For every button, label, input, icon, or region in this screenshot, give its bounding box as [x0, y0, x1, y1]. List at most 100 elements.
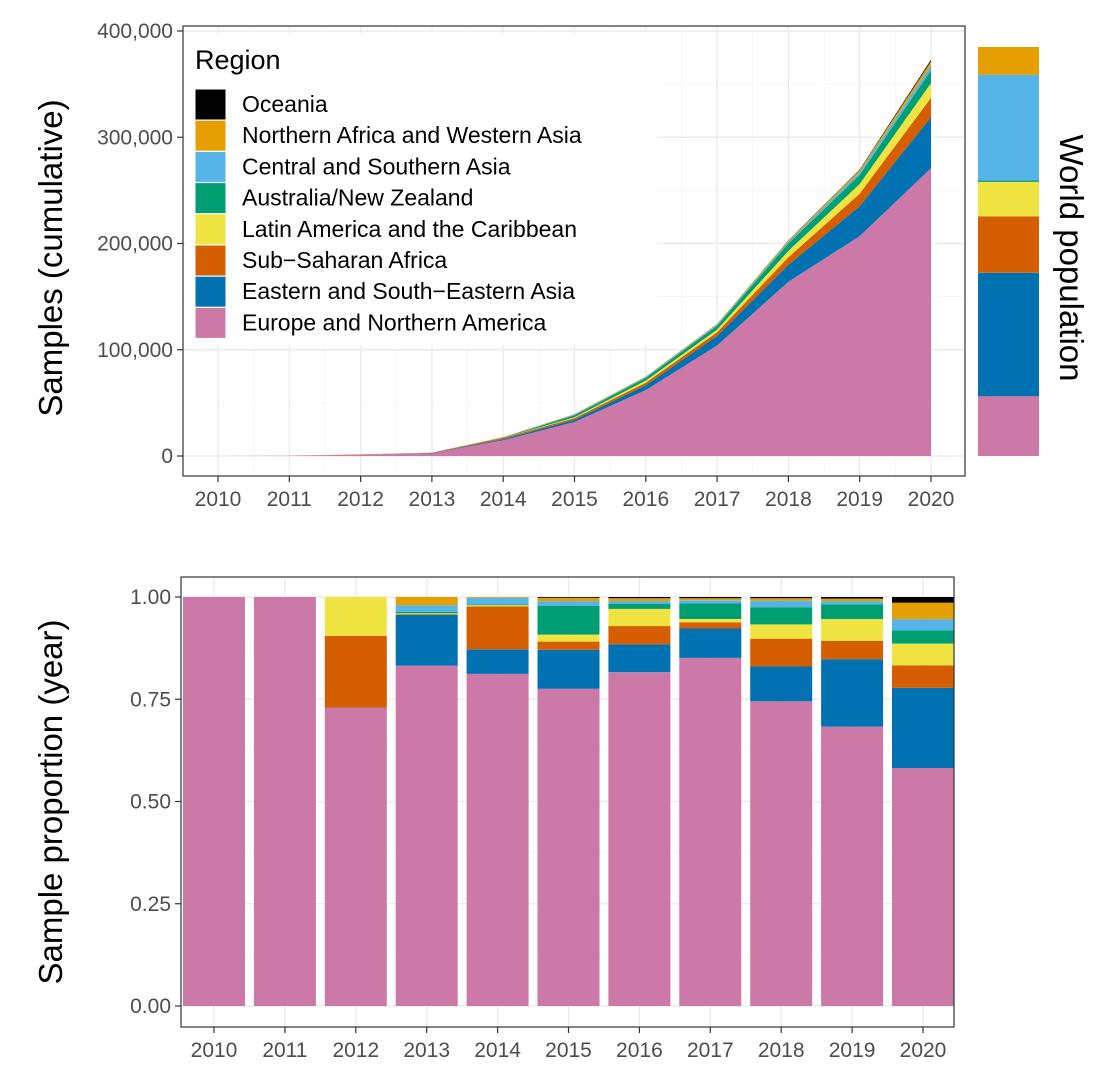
bar-2019-eastern-and-south-eastern-asia — [821, 659, 884, 727]
legend-swatch-europe-and-northern-america — [194, 306, 227, 339]
bar-2013-latin-america-and-the-caribbean — [395, 613, 458, 615]
bar-2019-sub-saharan-africa — [821, 640, 884, 660]
bar-2011-europe-and-northern-america — [253, 597, 316, 1006]
x-tick-label: 2010 — [195, 488, 242, 511]
bar-2020-central-and-southern-asia — [892, 619, 954, 631]
cumulative-y-axis-title: Samples (cumulative) — [32, 99, 69, 416]
cumulative-y-axis-ticks: 0 100,000 200,000 300,000 400,000 — [97, 20, 183, 468]
world-population-label: World population — [1053, 134, 1090, 381]
bar-2013-sub-saharan-africa — [395, 614, 458, 615]
x-tick-label: 2010 — [191, 1039, 238, 1062]
bar-2019-central-and-southern-asia — [821, 601, 884, 605]
area-europe-and-northern-america — [218, 168, 931, 456]
legend-label-northern-africa-and-western-asia: Northern Africa and Western Asia — [242, 122, 582, 148]
x-tick-label: 2014 — [474, 1039, 521, 1062]
y-tick-label: 0.00 — [130, 995, 171, 1018]
bar-2012-sub-saharan-africa — [324, 635, 387, 708]
bar-2013-eastern-and-south-eastern-asia — [395, 615, 458, 666]
x-tick-label: 2015 — [551, 488, 598, 511]
bar-2014-australia-new-zealand — [466, 604, 529, 606]
world-segment-latin-america-and-the-caribbean — [978, 182, 1039, 217]
bar-2012-europe-and-northern-america — [324, 707, 387, 1006]
legend-swatch-central-and-southern-asia — [194, 150, 227, 183]
bar-2014-europe-and-northern-america — [466, 673, 529, 1006]
bar-2016-eastern-and-south-eastern-asia — [608, 644, 671, 673]
bar-2019-northern-africa-and-western-asia — [821, 598, 884, 602]
legend-swatch-sub-saharan-africa — [194, 244, 227, 277]
x-tick-label: 2012 — [337, 488, 384, 511]
world-segment-sub-saharan-africa — [978, 216, 1039, 273]
y-tick-label: 0.50 — [130, 791, 171, 814]
y-tick-label: 100,000 — [97, 339, 173, 362]
bar-2016-australia-new-zealand — [608, 604, 671, 609]
legend-title: Region — [195, 45, 281, 75]
legend-swatch-oceania — [194, 88, 227, 121]
x-tick-label: 2019 — [836, 488, 883, 511]
x-tick-label: 2016 — [622, 488, 669, 511]
world-segment-europe-and-northern-america — [978, 396, 1039, 456]
x-tick-label: 2012 — [332, 1039, 379, 1062]
bar-2012-latin-america-and-the-caribbean — [324, 597, 387, 636]
legend-label-central-and-southern-asia: Central and Southern Asia — [242, 153, 511, 179]
proportion-y-axis-title: Sample proportion (year) — [32, 620, 69, 985]
bar-2020-sub-saharan-africa — [892, 665, 954, 688]
bar-2020-europe-and-northern-america — [892, 768, 954, 1006]
bar-2016-northern-africa-and-western-asia — [608, 598, 671, 602]
proportion-y-axis-ticks: 0.00 0.25 0.50 0.75 1.00 — [130, 586, 181, 1018]
cumulative-x-axis-ticks: 2010 2011 2012 2013 2014 2015 2016 2017 2018 2019… — [195, 476, 955, 511]
bar-2015-oceania — [537, 597, 600, 598]
bar-2014-latin-america-and-the-caribbean — [466, 605, 529, 607]
legend-label-australia-new-zealand: Australia/New Zealand — [242, 185, 473, 211]
x-tick-label: 2011 — [267, 488, 312, 511]
bar-2020-latin-america-and-the-caribbean — [892, 643, 954, 666]
bar-2015-europe-and-northern-america — [537, 688, 600, 1006]
bar-2017-australia-new-zealand — [679, 603, 742, 619]
bar-2018-australia-new-zealand — [750, 607, 813, 625]
bar-2015-sub-saharan-africa — [537, 641, 600, 650]
bar-2016-sub-saharan-africa — [608, 626, 671, 645]
bar-2019-oceania — [821, 597, 884, 599]
y-tick-label: 0 — [161, 445, 173, 468]
x-tick-label: 2018 — [765, 488, 812, 511]
bar-2013-europe-and-northern-america — [395, 665, 458, 1006]
x-tick-label: 2020 — [908, 488, 955, 511]
y-tick-label: 0.25 — [130, 893, 171, 916]
bar-2015-eastern-and-south-eastern-asia — [537, 649, 600, 689]
world-population-panel: World population — [978, 47, 1090, 456]
legend-swatch-northern-africa-and-western-asia — [194, 119, 227, 152]
bar-2017-latin-america-and-the-caribbean — [679, 619, 742, 623]
legend-label-latin-america-and-the-caribbean: Latin America and the Caribbean — [242, 216, 577, 242]
legend-background — [185, 33, 657, 345]
bar-2020-eastern-and-south-eastern-asia — [892, 687, 954, 768]
y-tick-label: 200,000 — [97, 233, 173, 256]
bar-2013-central-and-southern-asia — [395, 605, 458, 612]
bar-2018-latin-america-and-the-caribbean — [750, 624, 813, 639]
bar-2010-europe-and-northern-america — [183, 597, 245, 1006]
x-tick-label: 2018 — [758, 1039, 805, 1062]
x-tick-label: 2011 — [262, 1039, 307, 1062]
x-tick-label: 2016 — [616, 1039, 663, 1062]
bar-2019-europe-and-northern-america — [821, 726, 884, 1006]
bar-2017-central-and-southern-asia — [679, 600, 742, 604]
y-tick-label: 0.75 — [130, 688, 171, 711]
sample-proportion-panel: 0.000.250.500.751.00 2010 2011 2012 2013 201… — [32, 576, 955, 1062]
x-tick-label: 2014 — [480, 488, 527, 511]
proportion-bars — [183, 597, 954, 1006]
y-tick-label: 400,000 — [97, 20, 173, 43]
x-tick-label: 2013 — [403, 1039, 450, 1062]
legend-swatch-australia-new-zealand — [194, 182, 227, 215]
bar-2016-latin-america-and-the-caribbean — [608, 608, 671, 627]
bar-2018-central-and-southern-asia — [750, 600, 813, 608]
bar-2019-australia-new-zealand — [821, 604, 884, 620]
bar-2017-sub-saharan-africa — [679, 622, 742, 629]
legend-swatch-latin-america-and-the-caribbean — [194, 213, 227, 246]
legend-label-europe-and-northern-america: Europe and Northern America — [242, 309, 546, 335]
x-tick-label: 2015 — [545, 1039, 592, 1062]
cumulative-area-layers — [218, 59, 931, 457]
legend-label-oceania: Oceania — [242, 91, 328, 117]
world-segment-central-and-southern-asia — [978, 74, 1039, 181]
legend-items: Oceania Northern Africa and Western Asia C… — [194, 88, 582, 339]
bar-2019-latin-america-and-the-caribbean — [821, 619, 884, 641]
